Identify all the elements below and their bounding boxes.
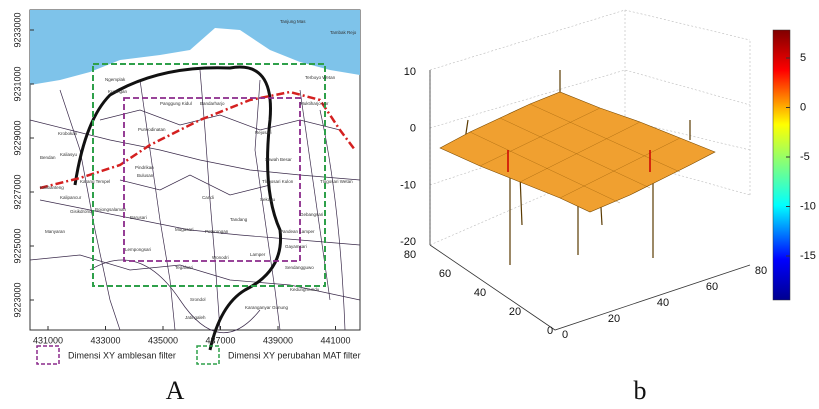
y-tick-label: 9225000 [12, 228, 22, 263]
y-tick-label: 0 [547, 325, 553, 337]
place-label: Bandarharjo [200, 101, 225, 106]
x-tick-label: 0 [562, 329, 568, 341]
x-tick-label: 433000 [90, 335, 120, 345]
z-tick-label: 10 [404, 66, 416, 78]
x-tick-label: 40 [657, 297, 669, 309]
place-label: Tanjung Mas [280, 19, 306, 24]
place-label: Gebangsari [300, 212, 323, 217]
x-tick-label: 431000 [33, 335, 63, 345]
y-tick-label: 20 [509, 306, 521, 318]
place-label: Lamper [250, 252, 266, 257]
colorbar-tick-label: 0 [800, 101, 806, 113]
y-tick-label: 9223000 [12, 282, 22, 317]
place-label: Sekayu [260, 197, 276, 202]
mat-filter-box [92, 63, 326, 287]
place-label: Karang Tempel [80, 179, 110, 184]
place-label: Sawah Besar [265, 157, 292, 162]
place-label: Krobokan [58, 131, 78, 136]
place-label: Tandang [230, 217, 248, 222]
x-tick-label: 80 [755, 265, 767, 277]
place-label: Kuningan [108, 89, 128, 94]
legend-swatch [36, 345, 60, 365]
y-tick-label: 80 [404, 249, 416, 261]
y-tick-label: 9229000 [12, 120, 22, 155]
y-tick-label: 9233000 [12, 12, 22, 47]
place-label: Barusari [130, 215, 147, 220]
place-label: Pindrikan [135, 165, 154, 170]
place-label: Tlogosari Wetan [320, 179, 353, 184]
y-tick-label: 60 [439, 268, 451, 280]
place-label: Panggung Kidul [160, 101, 192, 106]
place-label: Pandean Lamper [280, 229, 315, 234]
place-label: Sendangguwo [285, 265, 314, 270]
place-label: Wonodri [212, 255, 229, 260]
panel-label: b [634, 376, 647, 405]
place-label: Kaliasyu [60, 152, 78, 157]
x-tick-label: 439000 [263, 335, 293, 345]
place-label: Bulusan [137, 173, 154, 178]
place-label: Purwodinatan [138, 127, 166, 132]
place-label: Jatingaleh [185, 315, 206, 320]
colorbar-tick-label: -5 [800, 151, 810, 163]
place-label: Gisikdrono [70, 209, 92, 214]
place-label: Kalibanteng [40, 185, 64, 190]
place-label: Srondol [190, 297, 206, 302]
sea [30, 10, 360, 85]
x-tick-label: 20 [608, 313, 620, 325]
colorbar-tick-label: -10 [800, 200, 816, 212]
y-tick-label: 40 [474, 287, 486, 299]
place-label: Bendan [40, 155, 56, 160]
place-label: Muktiharjo Lor [300, 101, 329, 106]
y-tick-label: 9227000 [12, 174, 22, 209]
spikes [464, 70, 691, 265]
colorbar-tick-label: -15 [800, 250, 816, 262]
z-tick-label: 0 [410, 123, 416, 135]
y-tick-label: 9231000 [12, 66, 22, 101]
surface [439, 91, 716, 213]
axes [429, 244, 751, 331]
place-label: Rejosari [255, 130, 272, 135]
place-label: Manyaran [45, 229, 66, 234]
place-label: Tegalsari [175, 265, 193, 270]
x-tick-label: 60 [706, 281, 718, 293]
x-tick-label: 437000 [205, 335, 235, 345]
colorbar [772, 29, 791, 301]
place-label: Tlogosari Kulon [262, 179, 294, 184]
surface-mesh [469, 103, 681, 204]
place-label: Peterongan [205, 229, 229, 234]
place-label: Gayamsari [285, 244, 307, 249]
place-label: Candi [202, 195, 214, 200]
x-tick-label: 441000 [320, 335, 350, 345]
z-tick-label: -20 [400, 236, 416, 248]
legend-swatch [196, 345, 220, 365]
z-tick-label: -10 [400, 179, 416, 191]
map: Dimensi XY amblesan filter Dimensi XY pe… [12, 9, 361, 405]
place-label: Karanganyar Gunung [245, 305, 289, 310]
panel-label: A [166, 376, 185, 405]
place-label: Bojongsalaman [95, 207, 127, 212]
legend-label: Dimensi XY perubahan MAT filter [228, 350, 361, 360]
legend-label: Dimensi XY amblesan filter [68, 350, 176, 360]
place-label: Kalipancur [60, 195, 82, 200]
place-label: Kedungmundu [290, 287, 320, 292]
x-tick-label: 435000 [148, 335, 178, 345]
amblesan-filter-box [123, 97, 301, 262]
place-label: Terboyo Wetan [305, 75, 336, 80]
place-label: Mugasari [175, 227, 194, 232]
place-label: Ngemplak [105, 77, 126, 82]
boundary-line [73, 65, 283, 351]
spike-highlights [507, 150, 651, 172]
colorbar-tick-label: 5 [800, 52, 806, 64]
place-label: Lempongsari [125, 247, 151, 252]
place-label: Tambak Rejo [330, 30, 357, 35]
